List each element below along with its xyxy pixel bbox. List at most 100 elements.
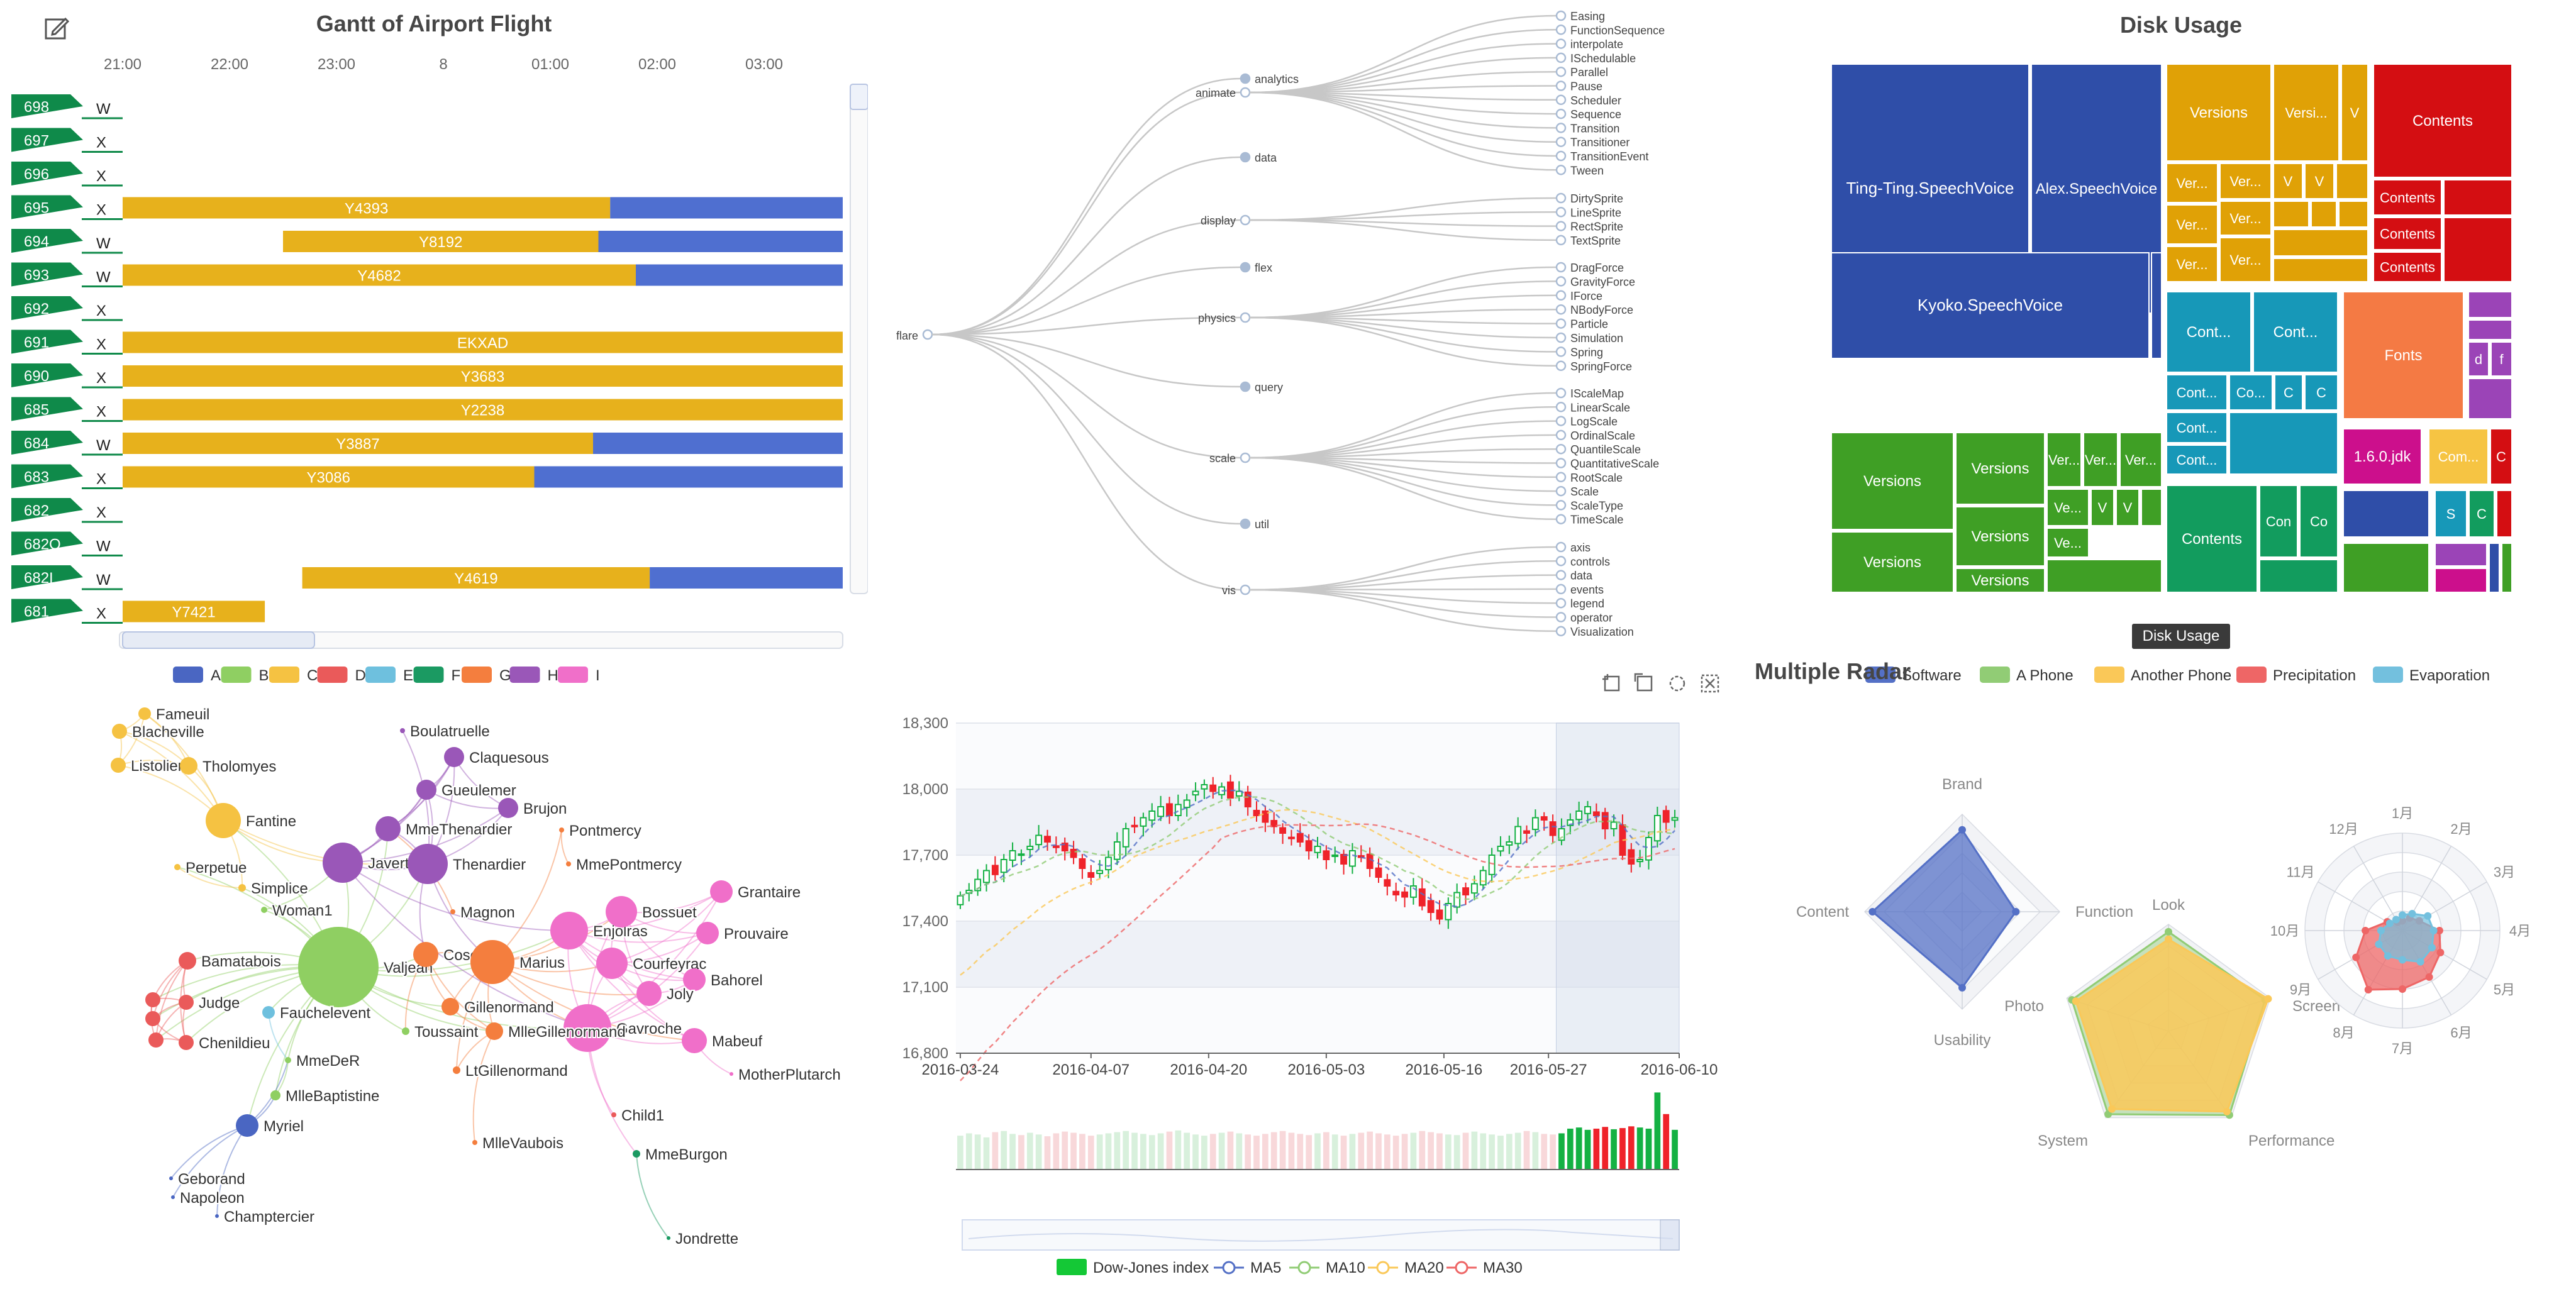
candle[interactable] (1148, 810, 1156, 821)
volume-bar[interactable] (1453, 1135, 1460, 1170)
tree-leaf-node[interactable] (1555, 38, 1567, 49)
gantt-flight-bar[interactable] (636, 264, 843, 286)
candle[interactable] (1549, 821, 1557, 836)
legend-swatch-H[interactable] (509, 667, 540, 683)
radar-point[interactable] (2416, 958, 2424, 966)
volume-bar[interactable] (1175, 1130, 1182, 1170)
legend-label[interactable]: Dow-Jones index (1093, 1259, 1209, 1276)
volume-bar[interactable] (1358, 1132, 1365, 1170)
radar-point[interactable] (2375, 940, 2383, 948)
candle[interactable] (1122, 828, 1130, 848)
treemap-cell[interactable] (2219, 237, 2272, 282)
candle[interactable] (1392, 890, 1400, 895)
candle[interactable] (1348, 850, 1356, 867)
volume-bar[interactable] (1314, 1133, 1321, 1170)
volume-bar[interactable] (1096, 1134, 1103, 1170)
graph-node-cochepaille[interactable] (148, 1032, 164, 1048)
treemap-cell[interactable] (1831, 432, 1954, 530)
candle[interactable] (1567, 819, 1574, 826)
legend-swatch-E[interactable] (365, 667, 396, 683)
tree-leaf-node[interactable] (1555, 556, 1567, 567)
graph-node-gillenormand[interactable] (441, 998, 459, 1015)
graph-node-marius[interactable] (470, 940, 514, 984)
candle[interactable] (1540, 816, 1548, 821)
graph-node-blacheville[interactable] (112, 724, 127, 739)
graph-node-claquesous[interactable] (444, 747, 464, 767)
treemap-cell[interactable] (2434, 543, 2487, 567)
tree-leaf-node[interactable] (1555, 192, 1567, 204)
radar-point[interactable] (2364, 985, 2372, 993)
treemap-cell[interactable] (2468, 378, 2512, 419)
tree-node-util[interactable] (1240, 518, 1251, 529)
tree-node-flex[interactable] (1240, 262, 1251, 273)
volume-bar[interactable] (1384, 1134, 1391, 1170)
volume-bar[interactable] (1593, 1129, 1600, 1170)
volume-bar[interactable] (1654, 1092, 1661, 1170)
tree-leaf-node[interactable] (1555, 52, 1567, 64)
treemap-cell[interactable] (2273, 258, 2368, 282)
radar-point[interactable] (2352, 953, 2360, 961)
candle[interactable] (1445, 903, 1452, 921)
tree-leaf-node[interactable] (1555, 584, 1567, 595)
tree-leaf-node[interactable] (1555, 304, 1567, 315)
candle[interactable] (1131, 824, 1138, 827)
volume-bar[interactable] (1026, 1132, 1033, 1170)
graph-node-javert[interactable] (323, 843, 363, 883)
radar-point[interactable] (2362, 927, 2370, 934)
tree-leaf-node[interactable] (1555, 570, 1567, 580)
candle[interactable] (1270, 820, 1278, 827)
treemap-cell[interactable] (2141, 489, 2162, 526)
legend-label[interactable]: C (307, 667, 318, 684)
graph-node-cosette[interactable] (413, 942, 438, 967)
tree-node-analytics[interactable] (1240, 73, 1251, 84)
treemap-cell[interactable] (2338, 201, 2368, 228)
graph-node-gavroche[interactable] (564, 1004, 611, 1052)
candle[interactable] (1009, 850, 1016, 861)
gantt-delay-bar[interactable] (123, 466, 535, 488)
radar-legend-label[interactable]: A Phone (2016, 667, 2074, 684)
graph-node-pontmercy[interactable] (559, 827, 564, 833)
tree-leaf-node[interactable] (1555, 123, 1567, 133)
candle[interactable] (1592, 811, 1600, 816)
treemap-cell[interactable] (2434, 490, 2467, 538)
treemap-cell[interactable] (2373, 252, 2442, 282)
treemap-cell[interactable] (2468, 319, 2512, 340)
volume-bar[interactable] (1079, 1134, 1085, 1170)
tree-node-scale[interactable] (1240, 452, 1251, 463)
rect-select-icon[interactable] (1602, 674, 1620, 692)
graph-node-mllegillenormand[interactable] (486, 1022, 503, 1040)
tree-leaf-node[interactable] (1555, 165, 1567, 175)
legend-label[interactable]: E (403, 667, 413, 684)
volume-bar[interactable] (1123, 1131, 1130, 1170)
candle[interactable] (1253, 809, 1260, 816)
candle[interactable] (1514, 826, 1522, 844)
graph-node-brujon[interactable] (498, 798, 518, 818)
volume-bar[interactable] (1148, 1135, 1155, 1170)
candle[interactable] (1636, 859, 1644, 863)
legend-label[interactable]: I (596, 667, 600, 684)
gantt-flight-bar[interactable] (598, 231, 843, 252)
volume-bar[interactable] (1018, 1135, 1024, 1170)
treemap-cell[interactable] (2166, 374, 2228, 411)
graph-node-tholomyes[interactable] (180, 757, 197, 775)
candle[interactable] (1506, 841, 1513, 846)
tree-node-physics[interactable] (1240, 312, 1251, 323)
candle[interactable] (1157, 806, 1165, 817)
volume-bar[interactable] (1628, 1126, 1635, 1170)
tree-leaf-node[interactable] (1555, 541, 1567, 553)
volume-bar[interactable] (1201, 1136, 1208, 1170)
treemap-cell[interactable] (2116, 489, 2140, 526)
volume-bar[interactable] (1062, 1131, 1069, 1170)
tree-leaf-node[interactable] (1555, 626, 1567, 637)
candle[interactable] (1183, 799, 1191, 809)
tree-leaf-node[interactable] (1555, 500, 1567, 511)
candle[interactable] (1087, 872, 1095, 878)
tree-leaf-node[interactable] (1555, 443, 1567, 455)
graph-node-bossuet[interactable] (606, 896, 637, 927)
treemap-cell[interactable] (2273, 201, 2309, 228)
volume-bar[interactable] (1489, 1134, 1495, 1170)
graph-node-fantine[interactable] (206, 803, 241, 838)
candle[interactable] (1427, 900, 1435, 914)
volume-bar[interactable] (1349, 1134, 1356, 1170)
volume-bar[interactable] (1419, 1131, 1426, 1170)
